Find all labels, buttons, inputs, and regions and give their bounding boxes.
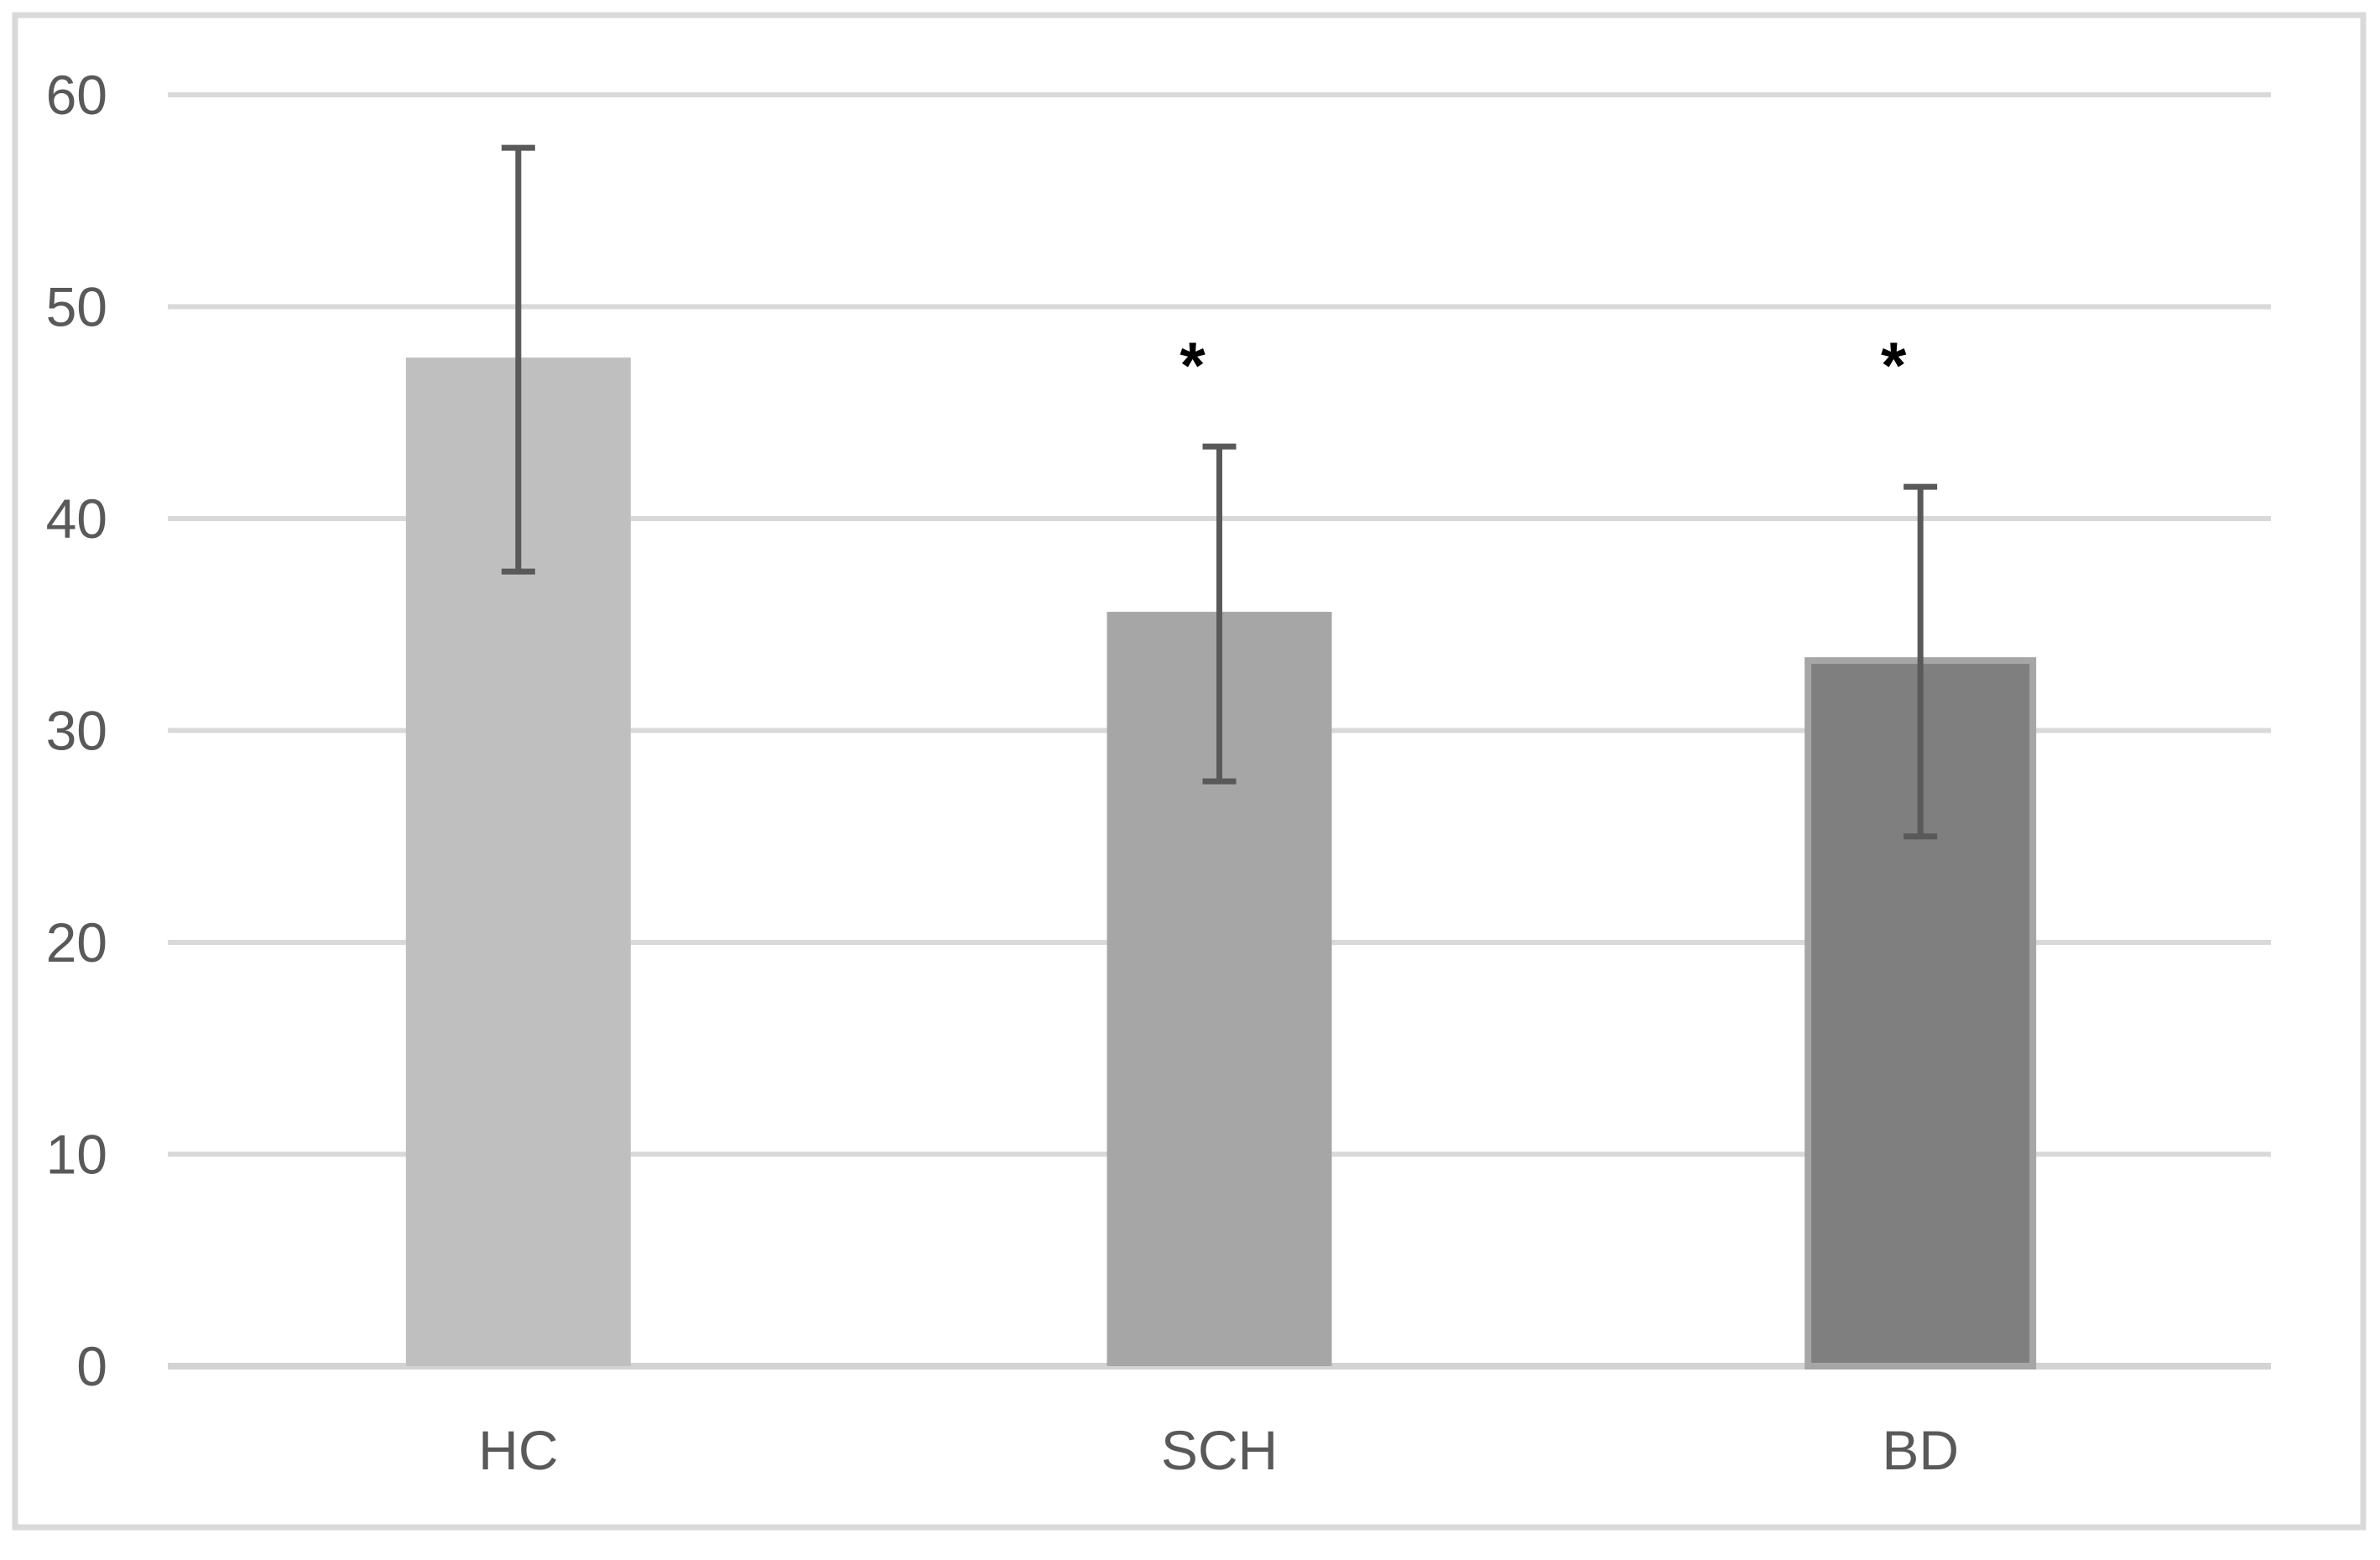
significance-marker-sch: * xyxy=(1180,328,1206,402)
x-axis-label-bd: BD xyxy=(1882,1419,1959,1481)
y-tick-label-30: 30 xyxy=(46,700,107,762)
significance-marker-bd: * xyxy=(1881,328,1907,402)
y-tick-label-50: 50 xyxy=(46,276,107,338)
chart-area-border xyxy=(12,12,2367,1531)
y-tick-label-60: 60 xyxy=(46,64,107,126)
y-tick-label-20: 20 xyxy=(46,911,107,973)
y-tick-label-40: 40 xyxy=(46,488,107,550)
y-tick-label-0: 0 xyxy=(76,1335,107,1397)
x-axis-label-hc: HC xyxy=(478,1419,558,1481)
x-axis-label-sch: SCH xyxy=(1161,1419,1278,1481)
y-tick-label-10: 10 xyxy=(46,1124,107,1186)
